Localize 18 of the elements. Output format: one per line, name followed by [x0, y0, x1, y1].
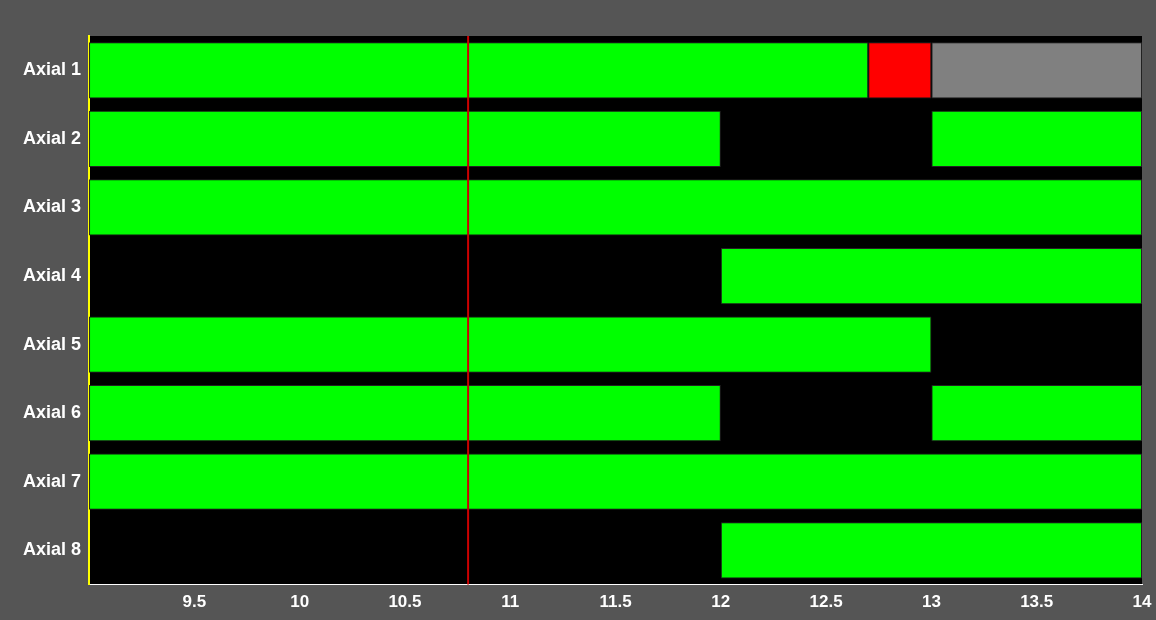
- x-tick-label: 11: [501, 592, 520, 612]
- x-tick-label: 12: [711, 592, 731, 612]
- y-tick-label: Axial 8: [22, 539, 82, 560]
- y-tick-label: Axial 6: [22, 402, 82, 423]
- x-tick-label: 13: [921, 592, 941, 612]
- y-tick-label: Axial 2: [22, 127, 82, 148]
- y-tick-label: Axial 1: [22, 59, 82, 80]
- y-tick-label: Axial 4: [22, 264, 82, 285]
- y-tick-label: Axial 3: [22, 196, 82, 217]
- x-tick-label: 10.5: [388, 592, 422, 612]
- x-tick-label: 9.5: [182, 592, 207, 612]
- y-tick-label: Axial 5: [22, 333, 82, 354]
- x-tick-label: 14: [1132, 592, 1152, 612]
- x-tick-label: 10: [290, 592, 310, 612]
- x-tick-label: 11.5: [599, 592, 632, 612]
- x-tick-label: 13.5: [1020, 592, 1054, 612]
- x-tick-label: 12.5: [809, 592, 843, 612]
- y-tick-label: Axial 7: [22, 470, 82, 491]
